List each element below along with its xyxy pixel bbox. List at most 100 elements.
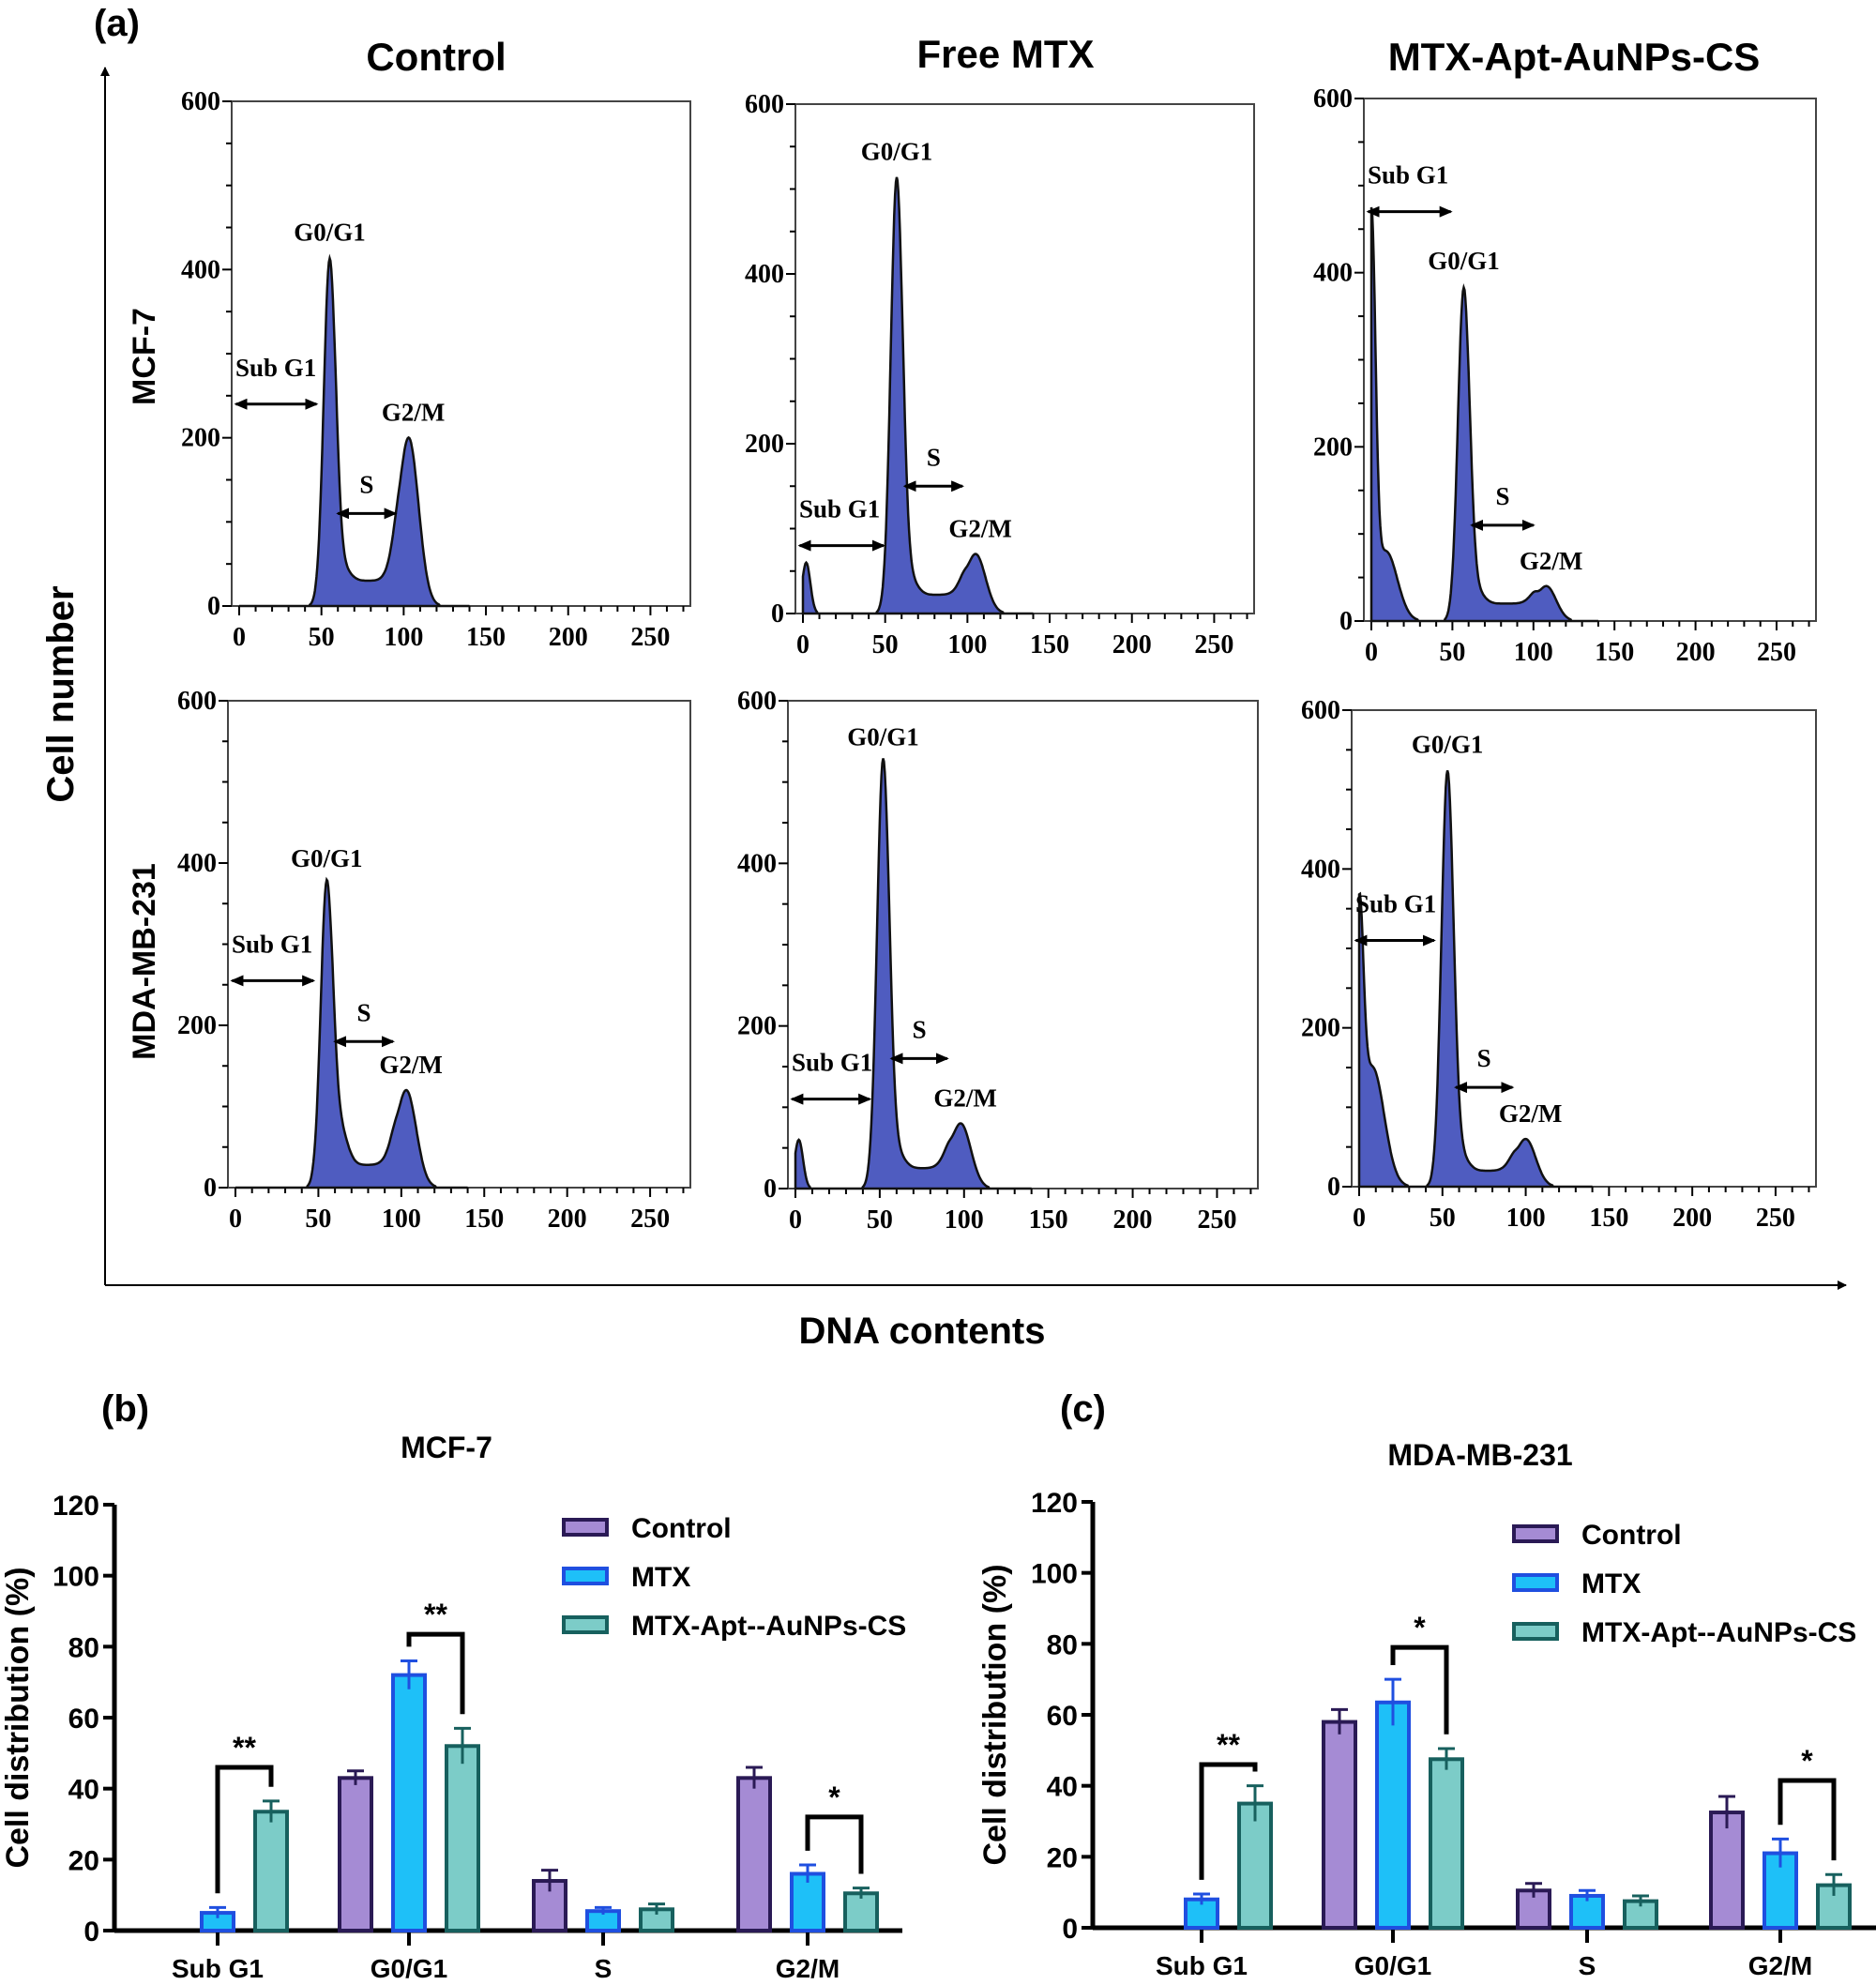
y-tick-label: 0 [1062, 1914, 1078, 1945]
x-tick-label: S [1579, 1951, 1596, 1980]
histogram-area [235, 876, 468, 1189]
x-tick-label: 250 [630, 1205, 670, 1234]
y-tick-label: 200 [177, 1011, 217, 1040]
x-tick-label: 150 [1595, 638, 1634, 667]
x-tick-label: 50 [872, 630, 899, 659]
plot-frame [787, 700, 1259, 1189]
x-tick-label: 150 [1030, 630, 1069, 659]
x-tick-label: 250 [630, 623, 670, 652]
y-tick-label: 0 [771, 599, 784, 629]
x-tick-label: 0 [233, 623, 246, 652]
y-tick-label: 200 [181, 424, 220, 453]
g0g1-label: G0/G1 [1412, 731, 1484, 759]
y-tick-label: 0 [764, 1174, 777, 1204]
histogram-panel: 0 50 100 150 200 250 0 200 400 600 G0/G1 G2/M S Sub G… [1313, 84, 1817, 667]
y-tick-label: 100 [1031, 1559, 1078, 1590]
x-tick-label: 250 [1194, 630, 1233, 659]
x-tick-label: 200 [549, 623, 588, 652]
y-tick-label: 20 [1047, 1842, 1078, 1873]
g2m-label: G2/M [1499, 1099, 1563, 1128]
legend-swatch [562, 1615, 609, 1634]
significance-stars: * [1414, 1611, 1426, 1644]
histogram-area [794, 758, 1032, 1190]
y-tick-label: 200 [1313, 432, 1353, 462]
y-tick-label: 600 [1313, 84, 1353, 114]
sub-g1-label: Sub G1 [232, 930, 312, 958]
sub-g1-label: Sub G1 [235, 354, 316, 382]
y-tick-label: 400 [745, 260, 784, 289]
column-title-free-mtx: Free MTX [916, 32, 1094, 76]
y-tick-label: 40 [1047, 1772, 1078, 1803]
bar-mtx [1375, 1700, 1411, 1930]
g2m-label: G2/M [948, 515, 1012, 543]
histogram-area [801, 176, 1034, 615]
significance-bracket [805, 1814, 864, 1874]
x-tick-label: 250 [1197, 1205, 1236, 1235]
y-tick-label: 0 [1327, 1173, 1340, 1202]
significance-stars: ** [1217, 1728, 1240, 1762]
y-tick-label: 600 [737, 687, 777, 716]
g2m-label: G2/M [382, 399, 446, 427]
x-tick-label: 200 [1672, 1204, 1712, 1233]
x-tick-label: 100 [947, 630, 987, 659]
bar-control [736, 1776, 772, 1932]
y-tick-label: 400 [181, 255, 220, 284]
y-tick-label: 120 [53, 1491, 99, 1522]
y-tick-label: 600 [745, 90, 784, 119]
histogram-panel: 0 50 100 150 200 250 0 200 400 600 G0/G1 G2/M S Sub G… [181, 87, 691, 652]
y-tick-label: 0 [207, 592, 220, 621]
x-tick-label: 0 [796, 630, 809, 659]
x-tick-label: G0/G1 [1354, 1951, 1431, 1980]
sub-g1-label: Sub G1 [799, 495, 880, 523]
row-title-mda-mb-231: MDA-MB-231 [127, 863, 162, 1060]
y-tick-label: 600 [177, 687, 217, 716]
histogram-area [1369, 206, 1598, 623]
y-tick-label: 80 [68, 1632, 99, 1663]
sub-g1-label: Sub G1 [1368, 161, 1448, 189]
y-tick-label: 200 [1301, 1014, 1340, 1043]
histogram-area [1357, 769, 1593, 1189]
g2m-label: G2/M [379, 1051, 443, 1079]
x-tick-label: 100 [1506, 1204, 1546, 1233]
significance-bracket [406, 1631, 465, 1715]
column-title-mtx-apt-aunps-cs: MTX-Apt-AuNPs-CS [1388, 35, 1761, 79]
bar-mtx-apt-aunps-cs [1237, 1801, 1273, 1931]
y-tick-label: 600 [181, 87, 220, 116]
legend-swatch [1512, 1622, 1559, 1641]
significance-stars: * [828, 1780, 840, 1814]
x-tick-label: 250 [1756, 1204, 1795, 1233]
histogram-panel: 0 50 100 150 200 250 0 200 400 600 G0/G1 G2/M S Sub G… [1301, 696, 1817, 1233]
y-tick-label: 40 [68, 1775, 99, 1806]
x-tick-label: G0/G1 [371, 1954, 447, 1983]
x-tick-label: G2/M [776, 1954, 840, 1983]
legend-swatch [1512, 1573, 1559, 1592]
x-tick-label: 50 [867, 1205, 893, 1235]
significance-bracket [215, 1765, 274, 1894]
g0g1-label: G0/G1 [1428, 247, 1500, 275]
panel-label-a: (a) [94, 3, 140, 44]
y-tick-label: 600 [1301, 696, 1340, 725]
x-tick-label: S [595, 1954, 613, 1983]
bar-mtx [790, 1871, 825, 1933]
x-tick-label: 50 [309, 623, 335, 652]
significance-stars: ** [233, 1731, 256, 1765]
column-title-control: Control [366, 35, 506, 79]
x-tick-label: 0 [1353, 1204, 1366, 1233]
y-tick-label: 400 [1313, 259, 1353, 288]
y-tick-label: 120 [1031, 1488, 1078, 1519]
histogram-panel: 0 50 100 150 200 250 0 200 400 600 G0/G1 G2/M S Sub G… [737, 687, 1259, 1235]
x-tick-label: 150 [1589, 1204, 1628, 1233]
panel-label-c: (c) [1060, 1388, 1106, 1430]
x-tick-label: 200 [1112, 630, 1152, 659]
y-axis-label: Cell distribution (%) [977, 1564, 1013, 1865]
y-tick-label: 0 [1339, 607, 1353, 636]
bar-mtx-apt-aunps-cs [445, 1744, 480, 1933]
legend-swatch [562, 1518, 609, 1537]
s-label: S [357, 998, 371, 1026]
plot-frame [794, 103, 1255, 614]
x-tick-label: 250 [1757, 638, 1796, 667]
y-tick-label: 60 [68, 1704, 99, 1735]
y-tick-label: 100 [53, 1562, 99, 1593]
y-tick-label: 0 [204, 1174, 217, 1203]
